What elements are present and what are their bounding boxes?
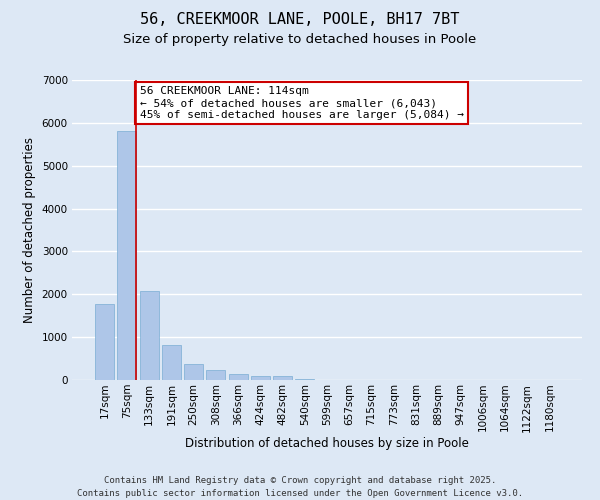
Bar [206,370,225,380]
Bar [251,376,270,380]
Text: Size of property relative to detached houses in Poole: Size of property relative to detached ho… [124,32,476,46]
Y-axis label: Number of detached properties: Number of detached properties [23,137,36,323]
Bar [118,130,136,380]
Text: 56, CREEKMOOR LANE, POOLE, BH17 7BT: 56, CREEKMOOR LANE, POOLE, BH17 7BT [140,12,460,28]
Text: Contains HM Land Registry data © Crown copyright and database right 2025.
Contai: Contains HM Land Registry data © Crown c… [77,476,523,498]
Bar [229,374,248,380]
Bar [162,345,181,380]
X-axis label: Distribution of detached houses by size in Poole: Distribution of detached houses by size … [185,437,469,450]
Text: 56 CREEKMOOR LANE: 114sqm
← 54% of detached houses are smaller (6,043)
45% of se: 56 CREEKMOOR LANE: 114sqm ← 54% of detac… [140,86,464,120]
Bar [295,378,314,380]
Bar [95,304,114,380]
Bar [273,376,292,380]
Bar [184,364,203,380]
Bar [140,291,158,380]
